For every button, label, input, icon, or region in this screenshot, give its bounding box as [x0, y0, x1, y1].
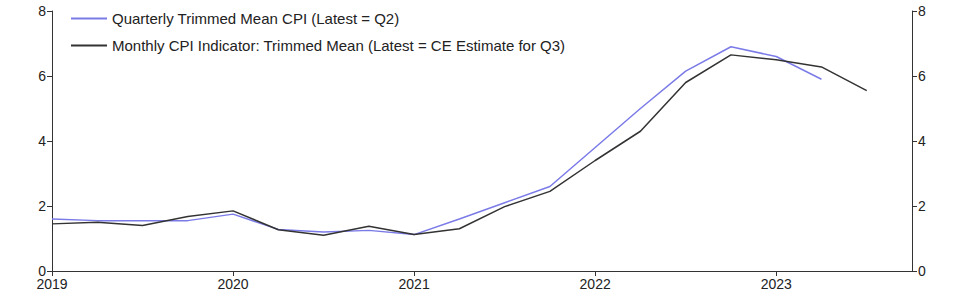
svg-text:8: 8: [38, 3, 46, 19]
svg-text:2020: 2020: [217, 276, 248, 292]
svg-text:2021: 2021: [399, 276, 430, 292]
svg-text:Monthly CPI Indicator: Trimmed: Monthly CPI Indicator: Trimmed Mean (Lat…: [112, 37, 565, 54]
svg-text:2: 2: [918, 198, 926, 214]
svg-text:6: 6: [38, 68, 46, 84]
svg-text:2019: 2019: [36, 276, 67, 292]
svg-text:2: 2: [38, 198, 46, 214]
svg-text:Quarterly Trimmed Mean CPI (La: Quarterly Trimmed Mean CPI (Latest = Q2): [112, 10, 399, 27]
svg-text:2023: 2023: [761, 276, 792, 292]
svg-text:4: 4: [918, 133, 926, 149]
svg-text:0: 0: [38, 263, 46, 279]
svg-text:8: 8: [918, 3, 926, 19]
svg-text:4: 4: [38, 133, 46, 149]
svg-text:0: 0: [918, 263, 926, 279]
svg-text:6: 6: [918, 68, 926, 84]
svg-text:2022: 2022: [580, 276, 611, 292]
